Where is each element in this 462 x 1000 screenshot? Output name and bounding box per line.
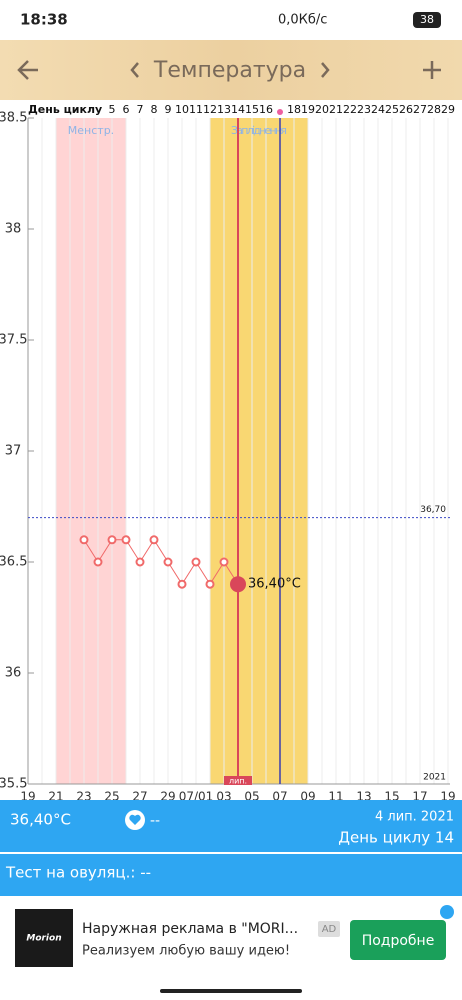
net-speed: 0,0Кб/с bbox=[278, 13, 327, 28]
temperature-point bbox=[121, 535, 131, 545]
next-button[interactable] bbox=[321, 62, 330, 78]
temperature-point bbox=[177, 579, 187, 589]
header bbox=[0, 40, 462, 100]
battery bbox=[413, 12, 441, 28]
info-date: 4 лип. 2021 bbox=[375, 810, 454, 825]
info-bar bbox=[0, 800, 462, 852]
year-label: 2021 bbox=[423, 773, 446, 783]
cycle-day: 26 bbox=[399, 103, 413, 116]
y-tick-label: 38.5 bbox=[0, 111, 27, 126]
cycle-day: 13 bbox=[217, 103, 231, 116]
ad-logo-text: Morion bbox=[26, 934, 61, 944]
cycle-day: 16 bbox=[259, 103, 273, 116]
cycle-day: 19 bbox=[301, 103, 315, 116]
cycle-day: 18 bbox=[287, 103, 301, 116]
y-tick-label: 37 bbox=[5, 444, 22, 459]
cycle-day: 28 bbox=[427, 103, 441, 116]
temperature-point bbox=[191, 557, 201, 567]
ad-button[interactable] bbox=[350, 920, 446, 960]
band-label: Менстр. bbox=[68, 124, 114, 137]
ad-subtitle: Реализуем любую вашу идею! bbox=[82, 944, 290, 959]
temperature-point bbox=[135, 557, 145, 567]
cycle-day: 6 bbox=[123, 103, 130, 116]
cycle-day: 14 bbox=[231, 103, 245, 116]
cycle-day: 12 bbox=[203, 103, 217, 116]
temperature-point bbox=[149, 535, 159, 545]
y-tick-label: 36.5 bbox=[0, 555, 27, 570]
current-point bbox=[230, 576, 246, 593]
y-tick-label: 37.5 bbox=[0, 333, 27, 348]
info-cycle-day: День циклу 14 bbox=[338, 829, 454, 847]
cycle-day: 21 bbox=[329, 103, 343, 116]
back-button[interactable] bbox=[17, 60, 38, 80]
y-tick-label: 35.5 bbox=[0, 777, 27, 792]
cycle-day: 9 bbox=[165, 103, 172, 116]
info-heart: -- bbox=[150, 813, 160, 829]
temperature-point bbox=[79, 535, 89, 545]
add-button[interactable] bbox=[423, 61, 441, 79]
prev-button[interactable] bbox=[130, 62, 139, 78]
y-tick-label: 38 bbox=[5, 222, 22, 237]
cycle-day: 15 bbox=[245, 103, 259, 116]
ovulation-bar[interactable] bbox=[0, 854, 462, 896]
cycle-day: 24 bbox=[371, 103, 385, 116]
heart-shape bbox=[129, 814, 141, 825]
today-tag bbox=[224, 776, 252, 785]
cycle-day: 23 bbox=[357, 103, 371, 116]
cycle-day: 29 bbox=[441, 103, 455, 116]
ovulation-marker bbox=[277, 109, 283, 115]
ad-logo bbox=[15, 909, 73, 967]
temperature-point bbox=[107, 535, 117, 545]
info-temperature: 36,40°C bbox=[10, 811, 71, 829]
ad-badge-text: AD bbox=[322, 924, 337, 935]
cycle-day: 7 bbox=[137, 103, 144, 116]
cycle-day: 22 bbox=[343, 103, 357, 116]
cycle-day: 10 bbox=[175, 103, 189, 116]
ad-badge bbox=[318, 921, 340, 937]
y-tick-label: 36 bbox=[5, 666, 22, 681]
cycle-day: 5 bbox=[109, 103, 116, 116]
temperature-point bbox=[163, 557, 173, 567]
ad-title: Наружная реклама в "MORI... bbox=[82, 921, 298, 937]
ad-button-text: Подробне bbox=[362, 933, 435, 949]
reference-label: 36,70 bbox=[420, 505, 446, 515]
cycle-day-label: День циклу bbox=[28, 103, 102, 116]
band-label: Запліднення bbox=[231, 124, 287, 137]
battery-level: 38 bbox=[420, 13, 434, 26]
ovulation-test: Тест на овуляц.: -- bbox=[5, 864, 151, 882]
gesture-bar bbox=[160, 989, 302, 993]
cycle-day: 11 bbox=[189, 103, 203, 116]
temperature-point bbox=[205, 579, 215, 589]
temperature-point bbox=[219, 557, 229, 567]
band bbox=[56, 118, 126, 784]
current-label: 36,40°C bbox=[248, 577, 301, 592]
time: 18:38 bbox=[20, 11, 68, 29]
cycle-day: 27 bbox=[413, 103, 427, 116]
today-tag-label: лип. bbox=[229, 777, 247, 786]
ad-info[interactable] bbox=[440, 905, 454, 919]
cycle-day: 25 bbox=[385, 103, 399, 116]
cycle-day: 20 bbox=[315, 103, 329, 116]
temperature-point bbox=[93, 557, 103, 567]
header-title: Температура bbox=[153, 58, 306, 83]
cycle-day: 8 bbox=[151, 103, 158, 116]
band bbox=[210, 118, 308, 784]
